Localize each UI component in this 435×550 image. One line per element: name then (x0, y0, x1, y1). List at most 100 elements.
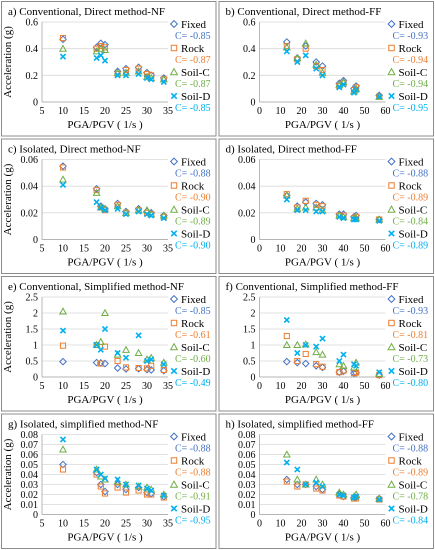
legend-marker (387, 294, 396, 304)
data-point (301, 359, 310, 368)
data-point (101, 343, 109, 350)
data-point (96, 337, 105, 345)
legend-marker (169, 205, 179, 213)
correlation-label: C= -0.85 (175, 306, 211, 317)
x-tick-label: 40 (339, 519, 349, 530)
y-tick-label: 0.02 (238, 208, 256, 219)
data-point (114, 484, 121, 491)
data-point (59, 342, 67, 349)
data-point (121, 480, 131, 488)
x-tick-label: 50 (360, 519, 370, 530)
data-point (376, 217, 383, 224)
x-tick-label: 30 (142, 244, 152, 255)
data-point (282, 340, 291, 349)
x-tick-label: 50 (360, 106, 370, 117)
correlation-label: C= -0.88 (393, 169, 429, 180)
legend-label: Soil-C (399, 205, 428, 217)
legend-label: Soil-D (399, 229, 428, 241)
x-tick-label: 50 (360, 381, 370, 392)
correlation-label: C= -0.60 (175, 354, 211, 365)
x-tick-label: 50 (360, 244, 370, 255)
data-point (59, 53, 67, 60)
x-tick-label: 5 (40, 244, 45, 255)
panel-h: h) Isolated, simplified method-FF00.010.… (218, 413, 434, 549)
data-point (293, 340, 302, 349)
panel-title: b) Conventional, Direct method-FF (226, 6, 382, 18)
data-point (302, 481, 309, 488)
data-point (301, 39, 310, 47)
legend-marker (170, 92, 178, 100)
data-point (58, 445, 68, 453)
legend-label: Rock (399, 318, 423, 330)
data-point (58, 175, 68, 183)
data-point (59, 466, 67, 473)
data-point (100, 308, 110, 317)
correlation-label: C= -0.93 (393, 31, 429, 42)
data-point (160, 361, 167, 368)
data-point (376, 93, 383, 100)
series-soil-d (59, 52, 167, 86)
data-point (121, 345, 131, 353)
x-tick-label: 25 (121, 106, 131, 117)
legend-label: Fixed (399, 294, 425, 306)
x-axis-label: PGA/PGV ( 1/s ) (67, 119, 143, 131)
y-tick-label: 0.04 (238, 470, 256, 481)
data-point (93, 199, 100, 206)
x-tick-label: 20 (100, 106, 110, 117)
y-tick-label: 0.04 (238, 182, 256, 193)
data-point (293, 480, 302, 489)
x-tick-label: 35 (163, 381, 173, 392)
x-tick-label: 40 (339, 106, 349, 117)
data-point (114, 72, 121, 79)
data-point (96, 39, 105, 48)
y-axis-label: Acceleration (g) (2, 163, 14, 235)
data-point (313, 201, 320, 208)
y-tick-label: 0 (251, 98, 256, 109)
series-soil-d (283, 48, 383, 100)
legend-marker (169, 294, 179, 304)
data-point (282, 43, 291, 51)
legend-marker (170, 505, 178, 512)
legend-marker (169, 432, 179, 441)
data-point (148, 356, 155, 363)
x-tick-label: 30 (318, 381, 328, 392)
data-point (101, 490, 109, 497)
x-tick-label: 20 (297, 106, 307, 117)
legend-label: Fixed (181, 19, 207, 31)
y-tick-label: 0.05 (238, 460, 256, 471)
data-point (376, 496, 383, 503)
y-tick-label: 0.06 (238, 155, 256, 166)
data-point (143, 211, 151, 218)
legend-label: Fixed (181, 157, 207, 169)
data-point (313, 343, 320, 350)
correlation-label: C= -0.90 (175, 241, 211, 252)
data-point (113, 364, 122, 372)
panel-title: a) Conventional, Direct method-NF (8, 6, 165, 18)
x-tick-label: 10 (58, 381, 68, 392)
y-tick-label: 0.05 (21, 460, 39, 471)
x-tick-label: 15 (79, 519, 89, 530)
y-tick-label: 1 (251, 341, 256, 352)
correlation-label: C= -0.73 (393, 354, 429, 365)
data-point (122, 211, 130, 218)
data-point (319, 335, 326, 342)
data-point (93, 341, 100, 349)
legend-marker (170, 367, 178, 375)
x-tick-label: 40 (339, 381, 349, 392)
legend-label: Fixed (399, 19, 425, 31)
data-point (283, 459, 290, 466)
series-rock (283, 332, 383, 379)
x-tick-label: 60 (381, 381, 391, 392)
legend-marker (169, 342, 179, 351)
correlation-label: C= -0.84 (393, 516, 429, 527)
data-point (313, 361, 320, 368)
panel-title: d) Isolated, Direct method-FF (226, 144, 357, 156)
series-soil-d (283, 459, 383, 503)
y-tick-label: 1.5 (243, 325, 256, 336)
data-point (294, 483, 301, 490)
data-point (352, 362, 360, 369)
